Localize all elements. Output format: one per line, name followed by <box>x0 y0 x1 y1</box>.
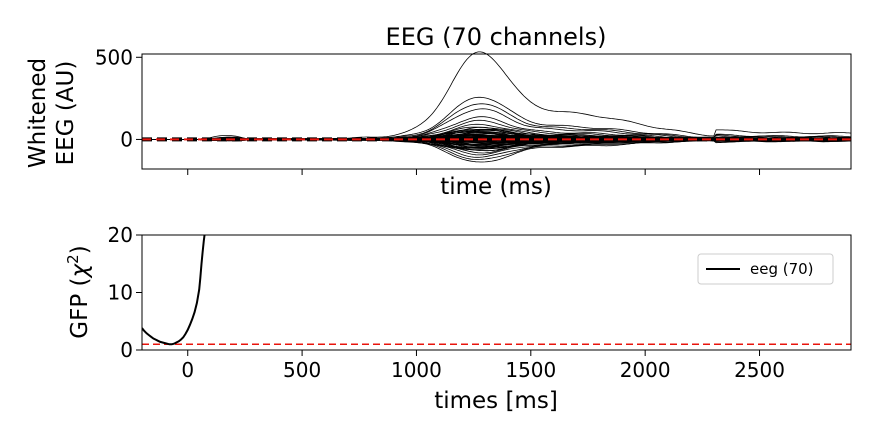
eeg-ytick-label: 500 <box>95 45 133 69</box>
gfp-xtick-label: 1000 <box>391 358 442 382</box>
eeg-panel-ylabel-line1: Whitened <box>25 58 51 168</box>
gfp-xtick-label: 1500 <box>505 358 556 382</box>
gfp-ytick-label: 10 <box>108 281 133 305</box>
eeg-panel-xlabel: time (ms) <box>440 174 552 200</box>
eeg-traces <box>142 51 852 163</box>
gfp-panel-frame <box>141 234 852 351</box>
eeg-panel-title: EEG (70 channels) <box>386 23 607 51</box>
gfp-legend-label: eeg (70) <box>750 260 814 278</box>
gfp-legend: eeg (70) <box>697 253 834 285</box>
gfp-xtick-label: 2500 <box>734 358 785 382</box>
gfp-content <box>142 235 851 346</box>
gfp-ticks: 0 10 20 0 500 1000 1500 2000 2500 <box>108 223 785 382</box>
eeg-panel-ylabel-line2: EEG (AU) <box>53 61 79 166</box>
eeg-panel: EEG (70 channels) Whitened EEG (AU) time… <box>25 23 852 200</box>
gfp-panel-xlabel: times [ms] <box>434 388 558 414</box>
gfp-ytick-label: 20 <box>108 223 133 247</box>
gfp-ytick-label: 0 <box>120 338 133 362</box>
gfp-xtick-label: 0 <box>181 358 194 382</box>
eeg-panel-frame <box>141 53 852 170</box>
gfp-panel-ylabel: GFP (χ2) <box>64 245 93 338</box>
gfp-xtick-label: 2000 <box>620 358 671 382</box>
eeg-ticks: 0 500 <box>95 45 761 175</box>
gfp-xtick-label: 500 <box>283 358 321 382</box>
gfp-panel: GFP (χ2) times [ms] 0 10 20 0 500 1000 1500 200… <box>64 223 852 414</box>
eeg-ytick-label: 0 <box>120 127 133 151</box>
gfp-legend-box <box>697 253 834 285</box>
gfp-series-line <box>142 235 206 346</box>
